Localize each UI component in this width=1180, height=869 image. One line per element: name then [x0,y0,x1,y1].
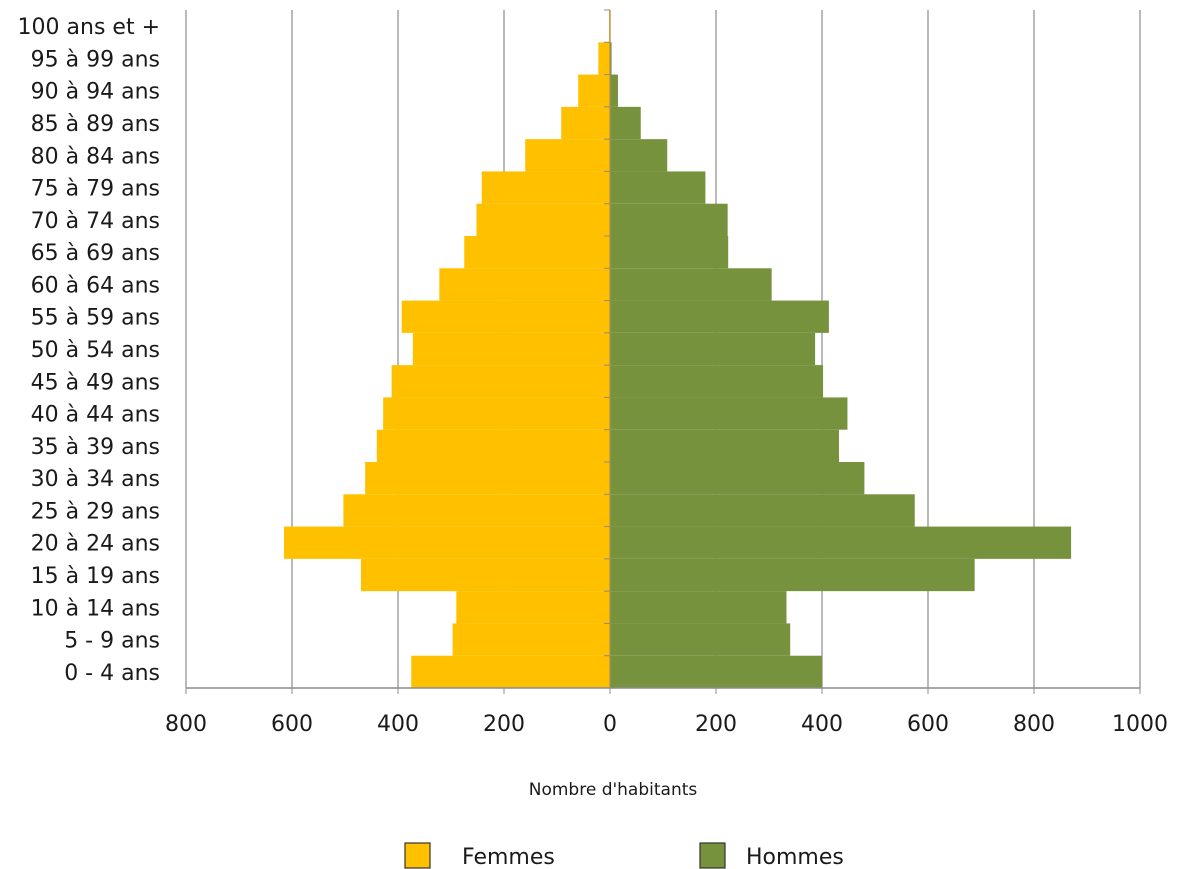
bar-femmes-10 [412,332,610,366]
category-label: 80 à 84 ans [31,144,160,169]
x-tick-label: 1000 [1112,712,1168,737]
bar-hommes-9 [610,365,824,398]
bar-femmes-3 [360,558,610,592]
category-label: 25 à 29 ans [31,499,160,524]
bar-hommes-17 [610,106,641,140]
category-label: 55 à 59 ans [31,306,160,331]
bar-hommes-12 [610,268,772,301]
category-labels: 0 - 4 ans 5 - 9 ans 10 à 14 ans 15 à 19 ans… [18,15,160,686]
bar-femmes-17 [561,106,610,140]
category-label: 75 à 79 ans [31,177,160,202]
bar-hommes-13 [610,236,729,269]
category-label: 60 à 64 ans [31,273,160,298]
legend: Femmes Hommes [404,842,844,869]
bar-femmes-12 [439,268,610,301]
bar-femmes-11 [401,300,610,333]
bar-femmes-9 [391,365,610,398]
bar-femmes-14 [476,203,610,236]
bar-hommes-14 [610,203,728,236]
bar-hommes-19 [610,42,612,75]
bar-femmes-7 [376,429,610,462]
bar-hommes-16 [610,139,668,172]
x-tick-label: 0 [603,712,617,737]
legend-swatch-hommes [699,842,726,869]
bar-hommes-1 [610,623,791,656]
x-tick-labels: 800 600 400 200 0 200 400 600 800 1000 [165,712,1168,737]
x-tick-label: 600 [271,712,313,737]
bar-hommes-6 [610,462,865,495]
x-tick-label: 800 [1013,712,1055,737]
bar-femmes-18 [578,74,610,107]
bar-hommes-18 [610,74,618,107]
bar-femmes-5 [343,494,610,527]
bar-femmes-6 [365,462,610,495]
bar-hommes-10 [610,332,816,366]
bar-hommes-15 [610,171,706,204]
x-axis-title: Nombre d'habitants [529,780,698,800]
x-tick-label: 400 [377,712,419,737]
category-label: 10 à 14 ans [31,596,160,621]
x-tick-label: 600 [907,712,949,737]
category-label: 30 à 34 ans [31,467,160,492]
category-label: 100 ans et + [18,15,160,40]
x-tick-label: 200 [695,712,737,737]
category-label: 90 à 94 ans [31,80,160,105]
category-label: 95 à 99 ans [31,47,160,72]
category-label: 45 à 49 ans [31,370,160,395]
bar-femmes-1 [452,623,610,656]
axes-group [185,9,1141,694]
bar-femmes-15 [481,171,610,204]
category-label: 20 à 24 ans [31,532,160,557]
bar-femmes-13 [464,236,610,269]
bar-hommes-2 [610,591,787,624]
x-tick-label: 200 [483,712,525,737]
bar-femmes-8 [383,397,610,430]
category-label: 65 à 69 ans [31,241,160,266]
legend-label-hommes: Hommes [746,845,844,869]
legend-label-femmes: Femmes [462,845,555,869]
bar-femmes-16 [525,139,610,172]
bar-hommes-11 [610,300,829,333]
legend-swatch-femmes [404,842,431,869]
bar-hommes-3 [610,558,975,592]
category-label: 50 à 54 ans [31,338,160,363]
bar-femmes-2 [456,591,610,624]
bar-hommes-8 [610,397,848,430]
category-label: 70 à 74 ans [31,209,160,234]
category-label: 0 - 4 ans [64,661,160,686]
bars-group [284,10,1072,688]
category-label: 35 à 39 ans [31,435,160,460]
bar-femmes-19 [598,42,610,75]
category-label: 85 à 89 ans [31,112,160,137]
x-tick-label: 800 [165,712,207,737]
bar-hommes-0 [610,655,822,688]
category-label: 40 à 44 ans [31,403,160,428]
category-label: 5 - 9 ans [64,629,160,654]
category-label: 15 à 19 ans [31,564,160,589]
bar-femmes-4 [284,526,610,559]
bar-hommes-7 [610,429,839,462]
x-tick-label: 400 [801,712,843,737]
bar-hommes-5 [610,494,915,527]
bar-hommes-4 [610,526,1072,559]
bar-femmes-0 [411,655,610,688]
